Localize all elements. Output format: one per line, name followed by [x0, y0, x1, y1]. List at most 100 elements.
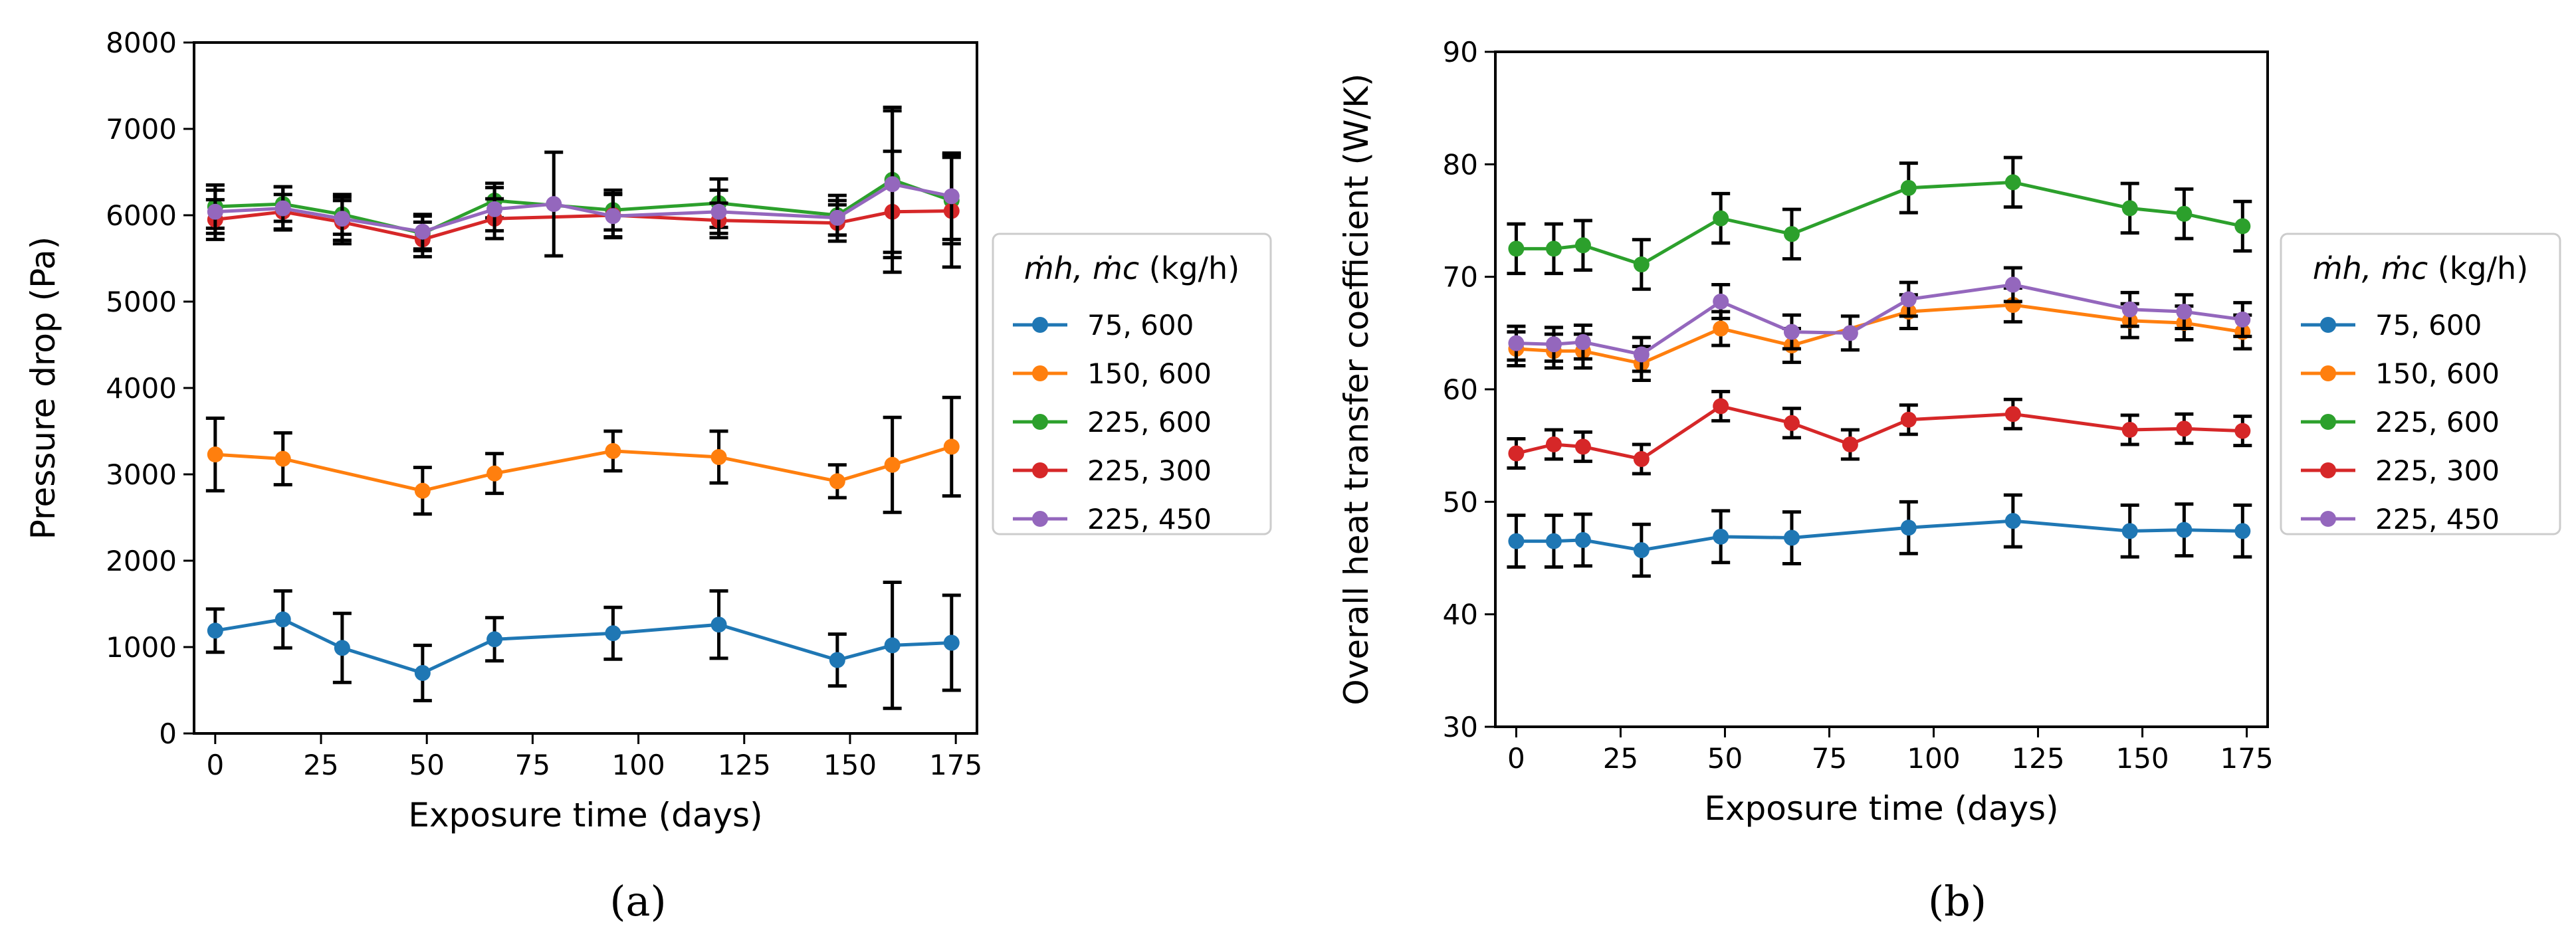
legend-marker-a-4 — [1032, 511, 1048, 527]
data-point-a-1-2 — [414, 482, 431, 499]
data-point-b-4-6 — [1842, 325, 1858, 341]
series-line-b-2 — [1516, 180, 2243, 266]
data-point-b-2-1 — [1545, 240, 1562, 257]
y-tick-label-a-5: 5000 — [106, 286, 177, 318]
legend-entry-a-0: 75, 600 — [1087, 309, 1194, 341]
x-tick-label-b-1: 25 — [1603, 742, 1638, 775]
legend-title-b: ṁh, ṁc (kg/h) — [2313, 250, 2528, 286]
data-point-b-2-7 — [2004, 174, 2021, 191]
data-point-a-1-1 — [274, 450, 291, 467]
legend-marker-b-0 — [2320, 317, 2336, 333]
y-tick-label-a-2: 2000 — [106, 545, 177, 577]
data-point-b-0-5 — [1783, 529, 1800, 546]
data-point-b-3-6 — [1842, 436, 1858, 452]
y-tick-label-b-0: 30 — [1443, 711, 1478, 743]
panel-b-heat-transfer-chart: 0 25 50 75 100 125 150 175 30 40 50 60 70 80 90 Exposur… — [1337, 36, 2561, 925]
data-point-a-4-1 — [274, 200, 291, 217]
data-point-b-2-8 — [2121, 200, 2138, 217]
data-point-b-4-4 — [1713, 293, 1729, 310]
data-point-a-4-5 — [546, 196, 562, 213]
legend-entry-b-4: 225, 450 — [2375, 503, 2500, 535]
data-point-b-4-5 — [1783, 324, 1800, 340]
data-point-b-0-10 — [2234, 523, 2251, 539]
data-point-b-2-9 — [2176, 205, 2193, 222]
legend-entry-a-3: 225, 300 — [1087, 454, 1212, 487]
data-point-a-0-4 — [486, 631, 503, 648]
data-point-b-4-8 — [2004, 276, 2021, 293]
y-tick-label-b-1: 40 — [1443, 599, 1478, 631]
x-tick-label-b-7: 175 — [2220, 742, 2274, 775]
data-point-b-0-6 — [1900, 520, 1917, 536]
panel-a-pressure-drop-chart: 0 25 50 75 100 125 150 175 0 1000 2000 3000 4000 5000… — [24, 27, 1272, 925]
y-tick-label-b-6: 90 — [1443, 36, 1478, 68]
y-tick-label-b-4: 70 — [1443, 261, 1478, 294]
data-point-a-1-4 — [605, 442, 621, 459]
data-point-a-4-9 — [884, 176, 901, 193]
y-tick-label-b-2: 50 — [1443, 486, 1478, 518]
data-point-b-0-1 — [1545, 533, 1562, 549]
data-point-a-4-2 — [334, 211, 350, 227]
y-tick-label-b-3: 60 — [1443, 373, 1478, 406]
x-tick-label-a-3: 75 — [515, 749, 550, 781]
data-point-a-0-8 — [884, 637, 901, 654]
series-b-1 — [1507, 286, 2252, 382]
data-point-a-0-5 — [605, 625, 621, 642]
data-point-a-0-0 — [207, 622, 223, 639]
legend-marker-a-1 — [1032, 365, 1048, 381]
series-a-2 — [205, 106, 961, 254]
y-tick-label-a-7: 7000 — [106, 113, 177, 145]
data-point-b-2-0 — [1508, 240, 1525, 257]
data-point-b-0-3 — [1633, 542, 1650, 559]
series-a-1 — [205, 395, 961, 516]
y-axis-label-a: Pressure drop (Pa) — [24, 237, 62, 539]
data-point-a-1-7 — [884, 456, 901, 473]
legend-marker-a-3 — [1032, 462, 1048, 478]
legend-box-b — [2280, 233, 2561, 535]
data-point-b-0-4 — [1713, 528, 1729, 545]
data-point-a-4-8 — [829, 209, 845, 226]
data-point-b-2-10 — [2234, 218, 2251, 235]
panel-label-a: (a) — [609, 877, 666, 925]
legend-marker-b-2 — [2320, 414, 2336, 430]
series-line-a-0 — [215, 617, 952, 675]
data-point-a-1-8 — [943, 438, 960, 455]
y-axis-label-b: Overall heat transfer coefficient (W/K) — [1337, 73, 1376, 705]
y-tick-label-a-0: 0 — [159, 717, 177, 750]
x-tick-label-b-6: 150 — [2115, 742, 2169, 775]
x-tick-label-a-0: 0 — [206, 749, 224, 781]
legend-entry-a-1: 150, 600 — [1087, 357, 1212, 390]
x-tick-label-b-3: 75 — [1812, 742, 1847, 775]
data-point-b-0-9 — [2176, 522, 2193, 538]
data-point-a-4-4 — [486, 201, 503, 217]
data-point-a-0-1 — [274, 611, 291, 628]
data-point-b-3-9 — [2121, 421, 2138, 438]
data-point-b-4-3 — [1633, 346, 1650, 363]
y-tick-label-a-8: 8000 — [106, 27, 177, 59]
data-point-b-3-5 — [1783, 415, 1800, 431]
legend-entry-b-2: 225, 600 — [2375, 406, 2500, 438]
data-point-b-4-2 — [1574, 333, 1591, 350]
legend-marker-b-4 — [2320, 511, 2336, 527]
data-point-b-3-1 — [1545, 436, 1562, 452]
data-point-b-4-9 — [2121, 301, 2138, 318]
legend-marker-a-2 — [1032, 414, 1048, 430]
data-point-b-4-1 — [1545, 336, 1562, 353]
series-b-4 — [1507, 266, 2252, 373]
plot-frame-b — [1494, 50, 2269, 728]
data-point-a-1-5 — [710, 449, 727, 465]
y-tick-label-a-6: 6000 — [106, 199, 177, 232]
x-tick-label-a-2: 50 — [409, 749, 444, 781]
data-point-a-0-3 — [414, 665, 431, 681]
data-point-b-2-3 — [1633, 256, 1650, 273]
data-point-b-3-7 — [1900, 411, 1917, 428]
legend-marker-b-3 — [2320, 462, 2336, 478]
series-b-2 — [1507, 155, 2252, 291]
legend-entry-b-3: 225, 300 — [2375, 454, 2500, 487]
data-point-a-1-6 — [829, 473, 845, 490]
data-point-b-3-4 — [1713, 398, 1729, 415]
data-point-b-1-4 — [1713, 320, 1729, 337]
plot-frame-a — [193, 41, 978, 735]
data-point-a-4-7 — [710, 203, 727, 220]
data-point-b-3-3 — [1633, 450, 1650, 467]
x-tick-label-b-0: 0 — [1507, 742, 1525, 775]
